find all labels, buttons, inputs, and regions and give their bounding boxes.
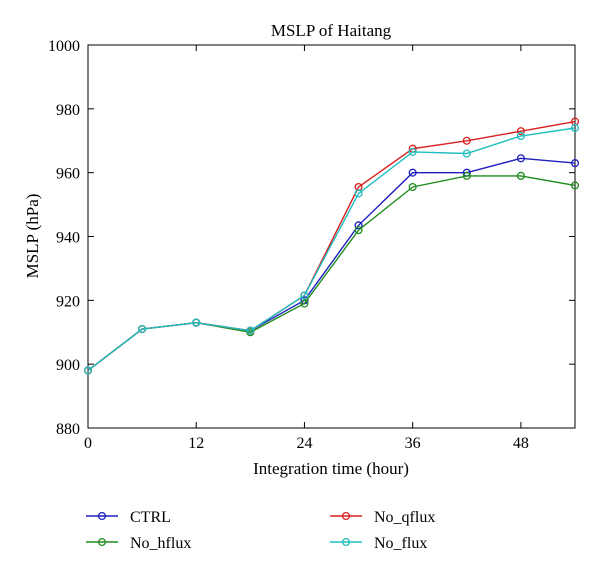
- point-ctrl-9: [570, 159, 580, 168]
- x-axis-label: Integration time (hour): [253, 459, 409, 478]
- x-tick-label-1: 12: [188, 435, 204, 452]
- point-no-hflux-7: [462, 171, 471, 180]
- plot-area-frame: [87, 44, 576, 429]
- legend-label-no-flux: No_flux: [374, 535, 427, 552]
- x-tick-label-0: 0: [84, 435, 92, 452]
- series-line-no-flux: [87, 127, 576, 372]
- y-tick-label-1: 900: [56, 357, 80, 374]
- legend-label-no-qflux: No_qflux: [374, 509, 435, 526]
- point-no-flux-0: [83, 366, 93, 375]
- point-ctrl-5: [354, 221, 363, 230]
- y-tick-label-3: 940: [56, 230, 80, 247]
- x-tick-label-4: 48: [513, 435, 529, 452]
- point-no-flux-4: [300, 291, 309, 300]
- point-no-flux-3: [246, 326, 255, 335]
- point-no-qflux-8: [516, 127, 525, 136]
- series-line-no-hflux: [87, 175, 576, 372]
- point-no-flux-7: [462, 149, 471, 158]
- point-no-flux-8: [516, 131, 525, 141]
- legend-item-no-qflux: No_qflux: [330, 509, 435, 526]
- legend-swatch-marker-no-flux: [341, 537, 351, 547]
- series-layer: [83, 117, 580, 375]
- point-no-hflux-8: [516, 171, 525, 180]
- series-no-hflux: [83, 171, 580, 375]
- chart-title: MSLP of Haitang: [271, 21, 392, 40]
- point-ctrl-8: [516, 154, 525, 163]
- y-tick-label-5: 980: [56, 102, 80, 119]
- point-no-flux-5: [354, 189, 363, 198]
- point-no-flux-2: [192, 318, 201, 327]
- series-ctrl: [83, 154, 580, 375]
- y-axis-ticks: 880 900 920 940 960 980 1000: [48, 38, 575, 438]
- point-no-flux-9: [570, 123, 580, 133]
- point-no-flux-6: [408, 147, 417, 156]
- y-tick-label-6: 1000: [48, 38, 80, 55]
- x-tick-label-2: 24: [296, 435, 312, 452]
- series-line-no-qflux: [87, 120, 576, 372]
- legend-item-no-hflux: No_hflux: [86, 535, 191, 552]
- legend-label-ctrl: CTRL: [130, 509, 171, 526]
- point-no-qflux-7: [462, 136, 471, 145]
- x-axis-ticks: 0 12 24 36 48: [84, 45, 529, 452]
- legend: CTRL No_hflux No_qflux No_flux: [86, 509, 435, 552]
- point-no-flux-1: [138, 325, 147, 334]
- legend-item-no-flux: No_flux: [330, 535, 427, 552]
- y-tick-label-2: 920: [56, 293, 80, 310]
- point-no-hflux-9: [570, 181, 580, 190]
- y-axis-label: MSLP (hPa): [23, 194, 42, 279]
- point-no-hflux-5: [354, 226, 363, 235]
- series-no-qflux: [83, 117, 580, 375]
- series-line-ctrl: [87, 157, 576, 372]
- legend-swatch-marker-no-qflux: [341, 511, 351, 521]
- point-no-hflux-4: [300, 299, 309, 308]
- x-tick-label-3: 36: [405, 435, 421, 452]
- legend-item-ctrl: CTRL: [86, 509, 171, 526]
- y-tick-label-4: 960: [56, 166, 80, 183]
- legend-label-no-hflux: No_hflux: [130, 535, 191, 552]
- legend-swatch-marker-no-hflux: [97, 537, 107, 547]
- point-no-hflux-6: [408, 182, 417, 192]
- series-no-flux: [83, 123, 580, 375]
- point-ctrl-6: [408, 168, 417, 177]
- legend-swatch-marker-ctrl: [97, 511, 107, 521]
- y-tick-label-0: 880: [56, 421, 80, 438]
